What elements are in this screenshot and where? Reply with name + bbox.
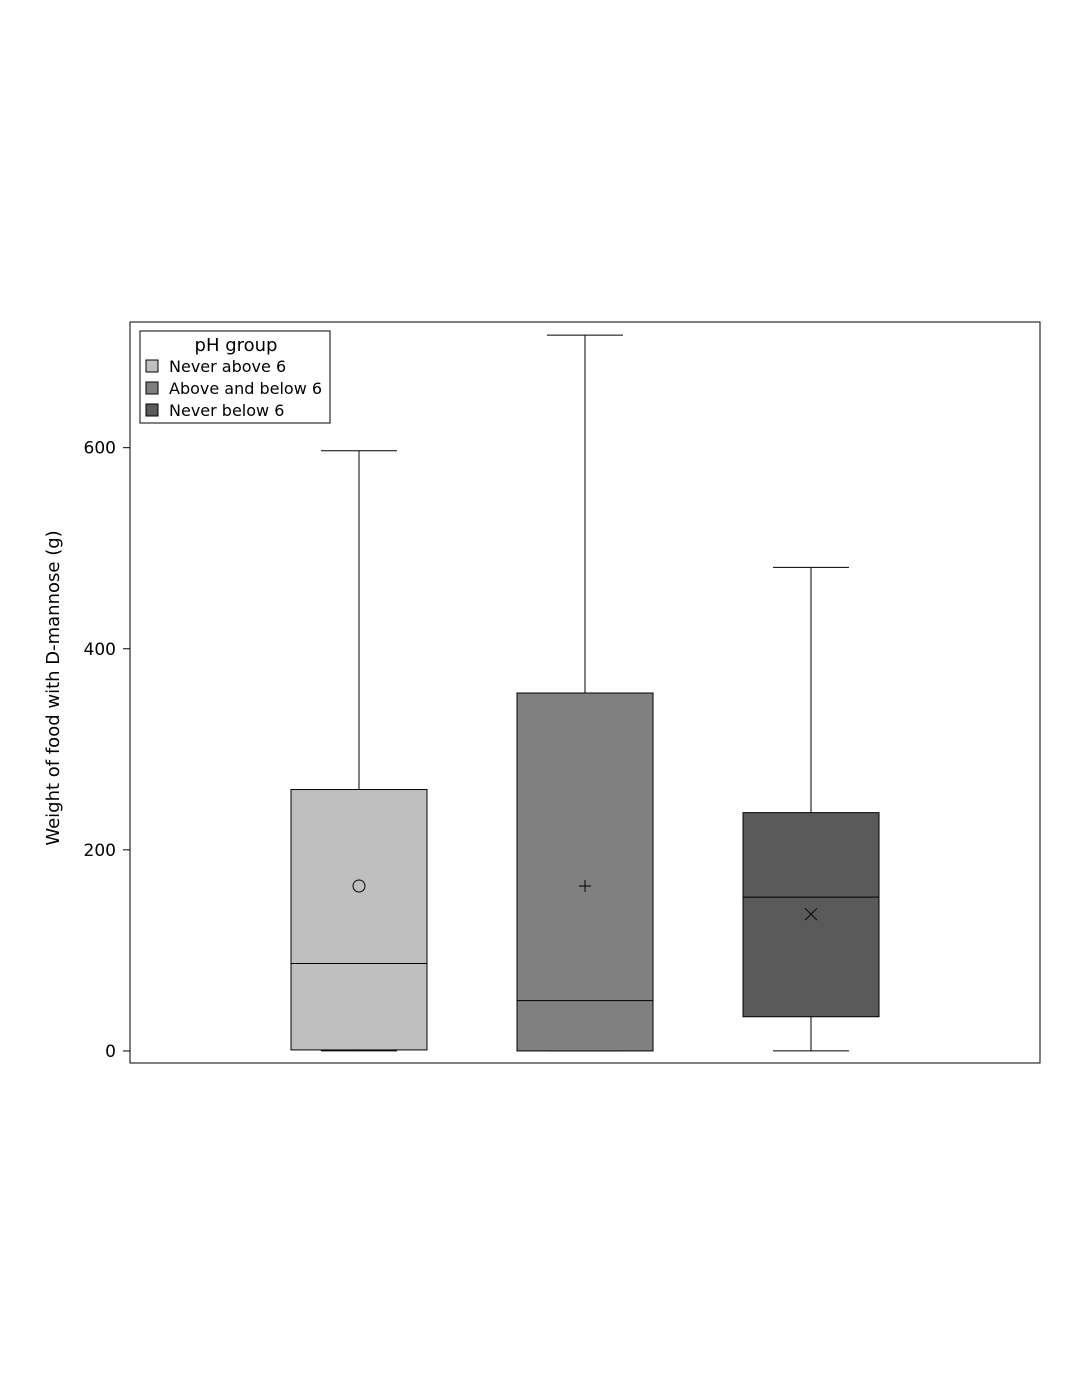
box-iqr xyxy=(290,789,428,1051)
y-tick-label: 200 xyxy=(84,841,116,861)
legend-title: pH group xyxy=(195,335,278,356)
legend-entries: Never above 6 Above and below 6 Never belo… xyxy=(145,357,322,420)
legend-entry: Never below 6 xyxy=(145,401,284,420)
legend-frame xyxy=(139,330,331,424)
box-series-group xyxy=(290,334,880,1052)
legend-label: Above and below 6 xyxy=(169,379,322,398)
mean-marker-x xyxy=(804,907,818,921)
mean-marker-x-b xyxy=(804,907,818,921)
y-tick-label: 0 xyxy=(105,1042,116,1062)
legend-entry: Above and below 6 xyxy=(145,379,322,398)
box-1 xyxy=(290,450,428,1052)
legend-label: Never below 6 xyxy=(169,401,284,420)
legend-label: Never above 6 xyxy=(169,357,286,376)
box-iqr xyxy=(516,692,654,1052)
mean-marker-plus xyxy=(579,880,591,893)
mean-marker-circle xyxy=(352,879,366,893)
legend-swatch xyxy=(145,403,159,417)
y-axis: 0 200 400 600 xyxy=(84,439,130,1062)
y-axis-label: Weight of food with D-mannose (g) xyxy=(43,530,64,845)
plot-frame xyxy=(129,321,1041,1064)
y-tick-label: 600 xyxy=(84,439,116,459)
legend-swatch xyxy=(145,381,159,395)
box-2 xyxy=(516,334,654,1052)
y-tick-label: 400 xyxy=(84,640,116,660)
box-3 xyxy=(742,566,880,1052)
legend-entry: Never above 6 xyxy=(145,357,286,376)
legend-swatch xyxy=(145,359,159,373)
